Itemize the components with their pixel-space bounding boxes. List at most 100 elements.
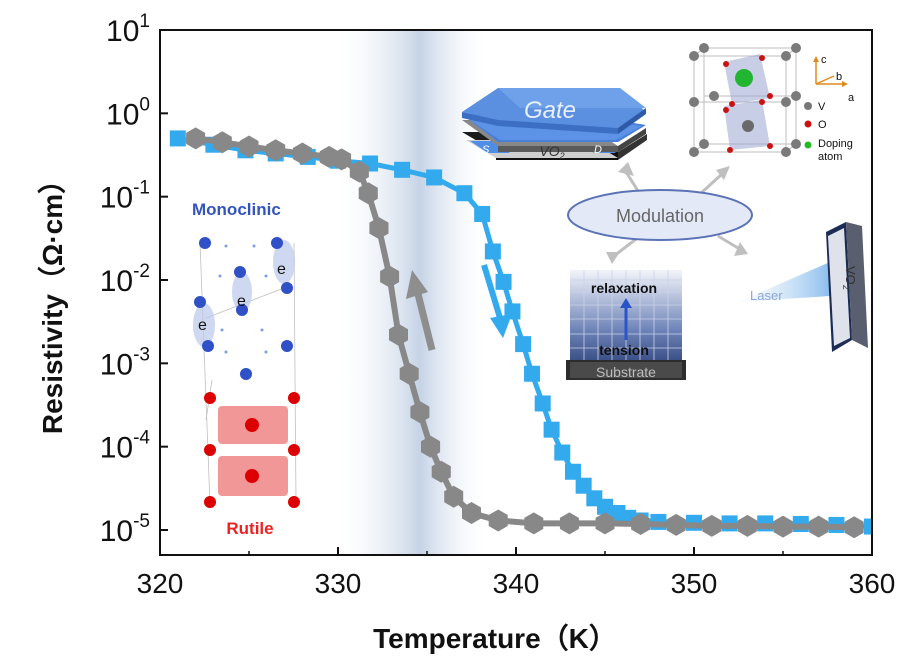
data-point [559,512,579,535]
data-point [358,182,378,205]
v-atom-blue [271,237,283,249]
data-point [399,362,419,385]
data-point [369,217,389,240]
laser-label: Laser [750,288,783,303]
data-point [212,131,232,154]
data-point [292,142,312,165]
v-atom-blue [199,237,211,249]
crystal-structure-inset: c b a V O Doping atom [689,43,855,163]
x-tick-label: 330 [315,568,362,599]
x-axis: 320 330 340 350 360 [137,547,895,599]
vo2-channel-label: VO2 [539,143,564,161]
electron-label: e [277,261,286,278]
phase-structure-inset: Monoclinic e e e [192,200,300,538]
modulation-inset: Modulation [567,162,753,264]
v-atom-red [204,496,216,508]
data-point [631,513,651,535]
vanadium-atom [742,120,754,132]
data-point [575,477,592,494]
arrow-to-laser-icon [717,234,739,250]
data-point [666,513,686,536]
data-point [524,512,544,535]
gate-device-inset: Gate S D VO2 [462,88,647,161]
data-point [515,336,532,353]
relaxation-label: relaxation [591,280,657,296]
monoclinic-label: Monoclinic [192,200,281,219]
x-axis-label: Temperature（K） [373,622,617,654]
laser-inset: Laser VO2 [738,222,868,352]
data-point [431,460,451,483]
data-point [389,323,408,346]
data-point [380,265,400,288]
drain-label: D [594,144,602,156]
v-atom-red [204,392,216,404]
vanadium-atom [699,139,709,149]
dimer-ellipse [193,303,215,347]
gate-label: Gate [524,97,576,124]
data-point [495,273,512,290]
oxygen-atom [767,143,773,149]
v-atom-blue [281,282,293,294]
rutile-label: Rutile [226,519,273,538]
data-point [456,185,473,202]
oxygen-atom [723,61,729,67]
cooling-arrowhead-icon [406,270,428,299]
x-tick-label: 350 [671,568,718,599]
y-axis-label: Resistivity（Ω·cm） [36,166,68,434]
data-point [809,515,829,538]
data-point [484,243,501,260]
vanadium-atom [791,43,801,53]
oxygen-atom [759,55,765,61]
data-point [543,421,560,438]
y-tick-label: 100 [106,94,150,131]
vanadium-atom [781,147,791,157]
tension-label: tension [599,342,649,358]
v-atom-blue [281,340,293,352]
laser-vo2-label: VO2 [841,266,858,290]
laser-beam [738,262,830,302]
y-tick-label: 10-2 [100,261,150,298]
arrow-to-crystal-icon [698,172,724,196]
v-atom-blue [234,266,246,278]
v-atom-red [288,392,300,404]
data-point [524,365,541,382]
substrate-label: Substrate [596,364,656,380]
arrow-to-crystal-head-icon [716,166,730,180]
vanadium-atom [791,139,801,149]
heating-arrow-icon [481,264,503,319]
y-tick-label: 10-3 [100,344,150,381]
data-point [844,516,864,539]
v-atom-red [288,496,300,508]
data-point [410,401,430,424]
axis-b-label: b [836,71,842,83]
v-atom-blue [194,296,206,308]
data-point [597,498,613,515]
v-atom-red [204,444,216,456]
data-point [394,161,411,178]
dimer-ellipse [273,240,295,284]
modulation-ellipse [567,189,753,241]
legend-v-marker [804,102,812,110]
v-atom-blue [240,368,252,380]
dimer-ellipse [232,272,252,312]
legend-v-label: V [818,101,826,113]
heating-arrowhead-icon [490,314,512,338]
data-point [266,139,286,162]
data-point [426,169,443,186]
oxygen-atom [723,107,729,113]
data-point [702,514,722,537]
series-gray-hexagons [186,127,864,539]
y-tick-label: 10-1 [100,178,150,215]
oxygen-atom [727,147,733,153]
arrow-to-laser-head-icon [734,242,748,256]
modulation-label: Modulation [616,206,704,226]
data-point [864,518,872,535]
data-point [462,502,481,524]
data-point [421,435,441,458]
data-point [737,514,757,537]
stack-grid [570,270,682,360]
strain-arrowhead-icon [620,298,632,308]
vanadium-atom [781,97,791,107]
